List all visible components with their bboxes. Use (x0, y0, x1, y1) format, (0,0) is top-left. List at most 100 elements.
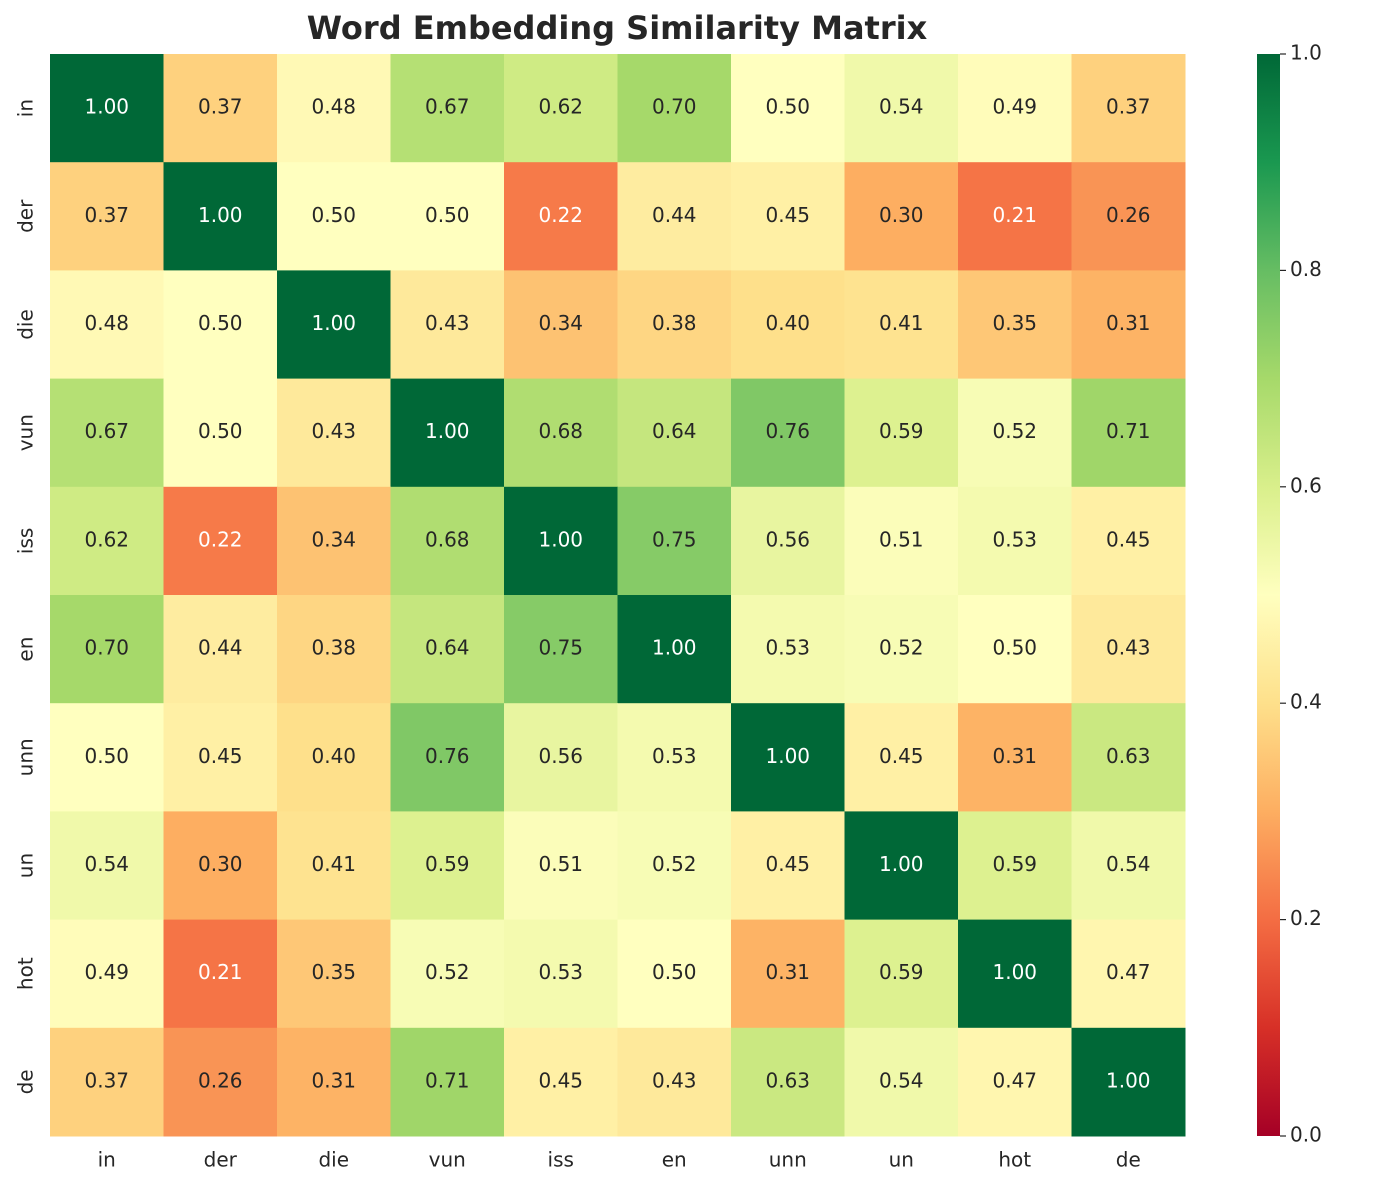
heatmap-cell (1071, 703, 1186, 812)
heatmap-cell (617, 54, 732, 163)
cell-label: 0.37 (84, 1068, 129, 1092)
heatmap-cell (617, 1027, 732, 1137)
cell-label: 0.59 (879, 419, 924, 443)
cell-label: 0.21 (198, 960, 243, 984)
cell-label: 0.30 (879, 203, 924, 227)
heatmap-cell (390, 378, 505, 488)
cell-label: 0.45 (765, 203, 810, 227)
cell-label: 0.43 (652, 1068, 697, 1092)
heatmap-cell (504, 919, 618, 1029)
cell-label: 0.50 (765, 95, 810, 119)
heatmap-cell (163, 378, 278, 488)
heatmap-cell (504, 486, 618, 596)
heatmap-cell (731, 162, 845, 271)
cell-label: 0.68 (425, 527, 470, 551)
heatmap-cell (50, 162, 164, 271)
heatmap-cell (1071, 162, 1186, 271)
cell-label: 0.64 (652, 419, 697, 443)
y-tick-label: hot (14, 957, 38, 990)
heatmap-cell (958, 378, 1072, 488)
heatmap-cell (163, 703, 278, 812)
heatmap-cell (277, 162, 391, 271)
cell-label: 0.43 (1106, 636, 1151, 660)
colorbar-tick-label: 0.0 (1290, 1123, 1322, 1147)
cell-label: 0.31 (1106, 311, 1151, 335)
y-tick-label: de (14, 1069, 38, 1094)
cell-label: 0.50 (425, 203, 470, 227)
heatmap-cell (50, 270, 164, 380)
cell-label: 0.53 (538, 960, 583, 984)
heatmap-cell (163, 54, 278, 163)
colorbar-tick-label: 1.0 (1290, 41, 1322, 65)
heatmap-cell (731, 1027, 845, 1137)
heatmap-cell (277, 486, 391, 596)
cell-label: 0.43 (425, 311, 470, 335)
heatmap-cell (731, 811, 845, 921)
x-tick-label: vun (429, 1148, 466, 1172)
cell-label: 0.54 (879, 1068, 924, 1092)
heatmap-cell (277, 595, 391, 704)
heatmap-cell (390, 811, 505, 921)
cell-label: 0.56 (765, 527, 810, 551)
heatmap-cell (731, 595, 845, 704)
cell-label: 0.52 (425, 960, 470, 984)
heatmap-cell (50, 1027, 164, 1137)
heatmap-cell (617, 162, 732, 271)
cell-label: 0.45 (879, 744, 924, 768)
heatmap-cell (390, 270, 505, 380)
cell-label: 0.52 (879, 636, 924, 660)
cell-label: 0.67 (425, 95, 470, 119)
cell-label: 1.00 (84, 95, 129, 119)
heatmap-cell (617, 270, 732, 380)
heatmap-cell (731, 486, 845, 596)
heatmap-cell (958, 703, 1072, 812)
cell-label: 0.76 (765, 419, 810, 443)
x-tick-label: iss (548, 1148, 574, 1172)
cell-label: 0.51 (879, 527, 924, 551)
cell-label: 0.47 (1106, 960, 1151, 984)
heatmap-cell (277, 378, 391, 488)
cell-label: 0.63 (765, 1068, 810, 1092)
cell-label: 0.52 (992, 419, 1037, 443)
x-tick-label: hot (998, 1148, 1031, 1172)
cell-label: 0.75 (538, 636, 583, 660)
cell-label: 1.00 (538, 527, 583, 551)
heatmap-cell (504, 703, 618, 812)
heatmap-cell (504, 378, 618, 488)
heatmap-cell (731, 919, 845, 1029)
heatmap-cell (958, 54, 1072, 163)
heatmap-cell (731, 703, 845, 812)
cell-label: 0.67 (84, 419, 129, 443)
cell-label: 0.37 (84, 203, 129, 227)
heatmap-cell (731, 378, 845, 488)
y-tick-label: vun (14, 414, 38, 451)
cell-label: 0.56 (538, 744, 583, 768)
cell-label: 0.50 (198, 419, 243, 443)
cell-label: 0.37 (198, 95, 243, 119)
heatmap-cell (844, 1027, 959, 1137)
cell-label: 0.31 (311, 1068, 356, 1092)
heatmap-cell (617, 595, 732, 704)
heatmap-cell (163, 162, 278, 271)
colorbar-tick-label: 0.2 (1290, 906, 1322, 930)
heatmap-cell (617, 378, 732, 488)
cell-label: 0.40 (765, 311, 810, 335)
colorbar-tick-label: 0.4 (1290, 690, 1322, 714)
heatmap-cell (504, 595, 618, 704)
y-tick-label: un (14, 853, 38, 878)
heatmap-cell (277, 1027, 391, 1137)
heatmap-cell (1071, 486, 1186, 596)
cell-label: 0.59 (879, 960, 924, 984)
y-tick-label: der (14, 199, 38, 233)
cell-label: 0.38 (311, 636, 356, 660)
cell-label: 0.22 (538, 203, 583, 227)
heatmap-cell (163, 486, 278, 596)
heatmap-cell (844, 703, 959, 812)
cell-label: 0.47 (992, 1068, 1037, 1092)
cell-label: 0.41 (879, 311, 924, 335)
heatmap-cell (844, 486, 959, 596)
heatmap-cell (50, 703, 164, 812)
heatmap-cell (731, 270, 845, 380)
x-tick-label: un (889, 1148, 914, 1172)
heatmap-cell (50, 595, 164, 704)
